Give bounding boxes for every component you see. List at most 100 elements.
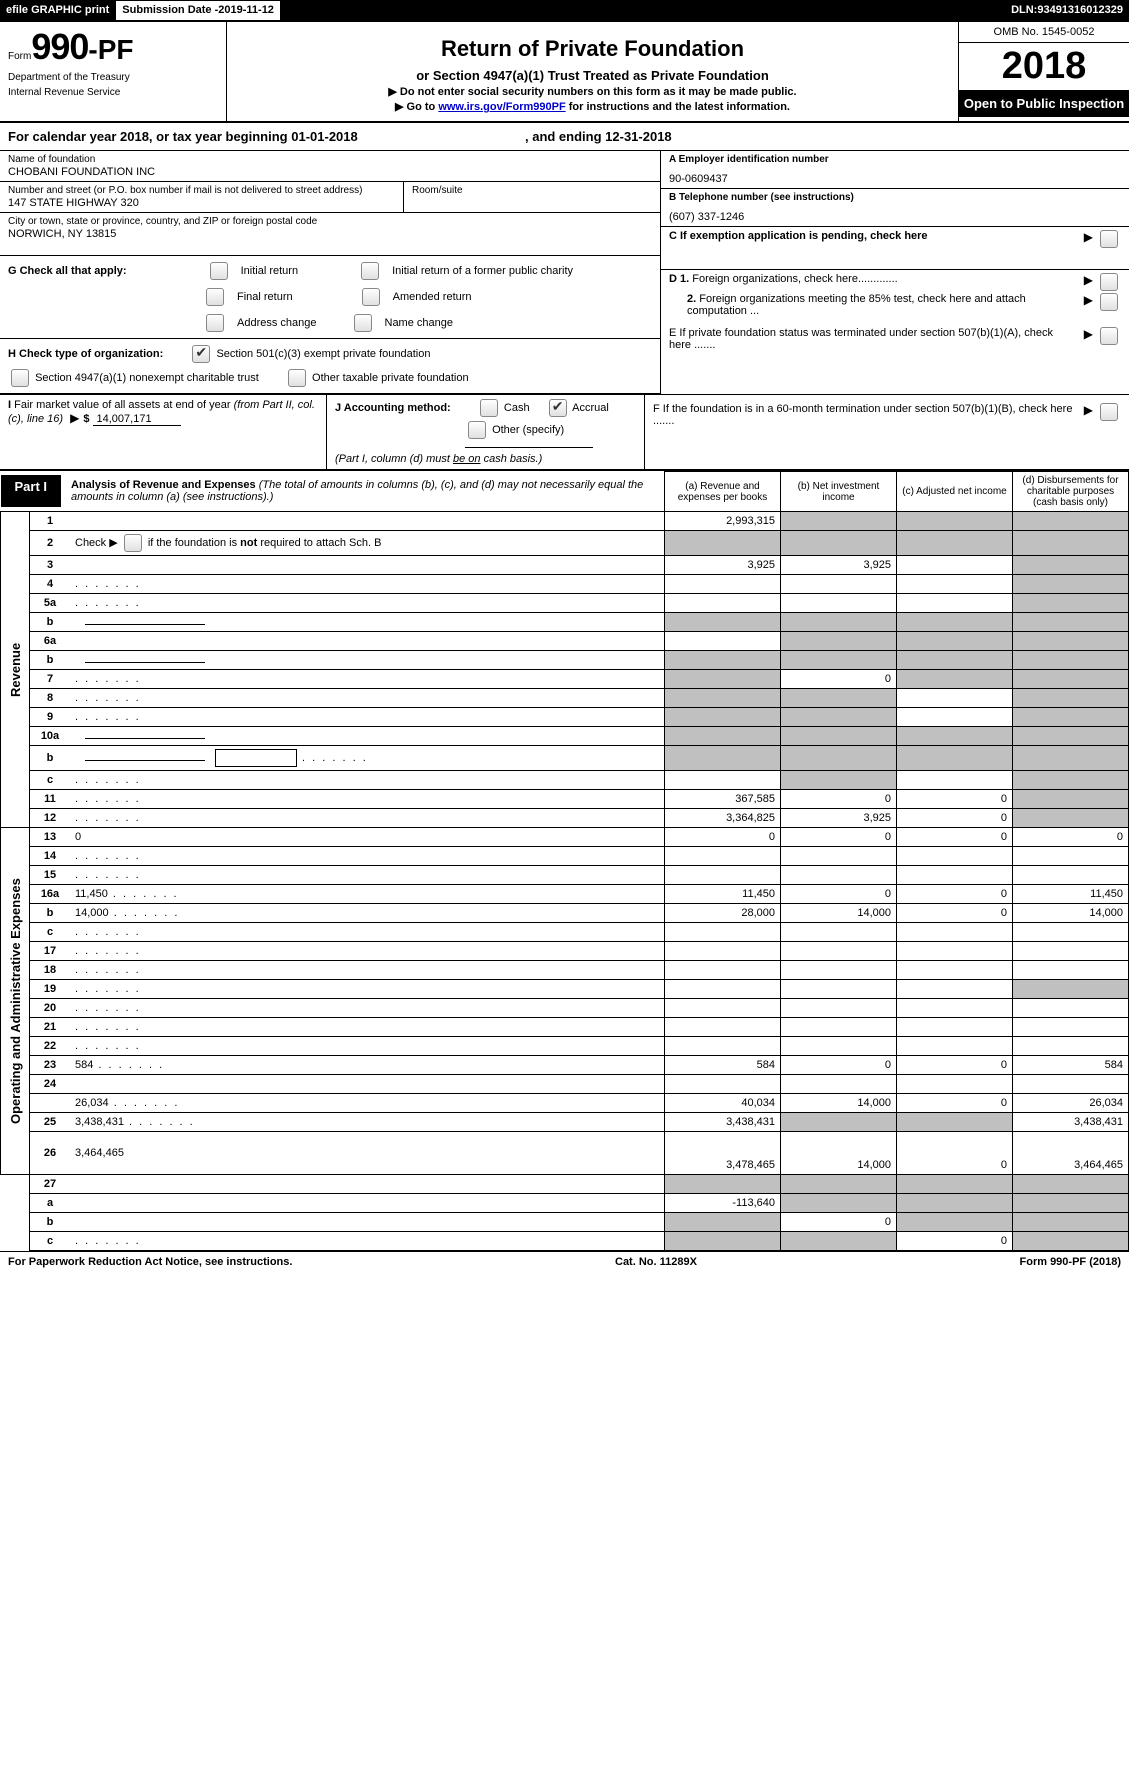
tel-cell: B Telephone number (see instructions) (6… bbox=[661, 189, 1129, 227]
value-cell bbox=[897, 1037, 1013, 1056]
value-cell bbox=[1013, 594, 1129, 613]
c-cell: C If exemption application is pending, c… bbox=[661, 227, 1129, 270]
value-cell bbox=[781, 961, 897, 980]
line-number: 15 bbox=[30, 866, 71, 885]
value-cell bbox=[897, 613, 1013, 632]
part1-title: Analysis of Revenue and Expenses (The to… bbox=[61, 475, 664, 507]
c-checkbox[interactable] bbox=[1100, 230, 1118, 248]
f-checkbox[interactable] bbox=[1100, 403, 1118, 421]
value-cell: 0 bbox=[897, 1056, 1013, 1075]
other-checkbox[interactable] bbox=[468, 421, 486, 439]
value-cell bbox=[665, 594, 781, 613]
h-opt1: Section 501(c)(3) exempt private foundat… bbox=[216, 348, 430, 360]
value-cell bbox=[1013, 1175, 1129, 1194]
e-checkbox[interactable] bbox=[1100, 327, 1118, 345]
value-cell: 0 bbox=[897, 1132, 1013, 1175]
value-cell bbox=[897, 1075, 1013, 1094]
j-label: J Accounting method: bbox=[335, 402, 451, 414]
initial-return-checkbox[interactable] bbox=[210, 262, 228, 280]
line-number: b bbox=[30, 651, 71, 670]
line-number: 14 bbox=[30, 847, 71, 866]
name-label: Name of foundation bbox=[8, 154, 652, 165]
other-specify bbox=[465, 447, 593, 448]
table-row: c 0 bbox=[1, 1232, 1129, 1251]
line-description bbox=[70, 923, 665, 942]
amended-checkbox[interactable] bbox=[362, 288, 380, 306]
value-cell bbox=[781, 632, 897, 651]
line-description: 3,438,431 bbox=[70, 1113, 665, 1132]
4947-checkbox[interactable] bbox=[11, 369, 29, 387]
value-cell bbox=[665, 1037, 781, 1056]
value-cell bbox=[1013, 1213, 1129, 1232]
irs-link[interactable]: www.irs.gov/Form990PF bbox=[438, 101, 565, 113]
address-change-checkbox[interactable] bbox=[206, 314, 224, 332]
value-cell bbox=[897, 1213, 1013, 1232]
table-row: b bbox=[1, 746, 1129, 771]
final-return-checkbox[interactable] bbox=[206, 288, 224, 306]
city-label: City or town, state or province, country… bbox=[8, 216, 652, 227]
line-description bbox=[70, 1175, 665, 1194]
value-cell bbox=[897, 942, 1013, 961]
table-row: 24 bbox=[1, 1075, 1129, 1094]
initial-former-checkbox[interactable] bbox=[361, 262, 379, 280]
value-cell bbox=[897, 689, 1013, 708]
value-cell bbox=[1013, 1075, 1129, 1094]
footer-left: For Paperwork Reduction Act Notice, see … bbox=[8, 1256, 292, 1268]
col-a-header: (a) Revenue and expenses per books bbox=[665, 472, 781, 512]
value-cell: 14,000 bbox=[781, 904, 897, 923]
value-cell bbox=[781, 594, 897, 613]
value-cell bbox=[897, 1113, 1013, 1132]
cash-checkbox[interactable] bbox=[480, 399, 498, 417]
d1-checkbox[interactable] bbox=[1100, 273, 1118, 291]
value-cell: 0 bbox=[897, 885, 1013, 904]
table-row: 9 bbox=[1, 708, 1129, 727]
value-cell: 3,478,465 bbox=[665, 1132, 781, 1175]
line-number: 4 bbox=[30, 575, 71, 594]
calendar-year-row: For calendar year 2018, or tax year begi… bbox=[0, 123, 1129, 151]
501c3-checkbox[interactable] bbox=[192, 345, 210, 363]
value-cell bbox=[897, 708, 1013, 727]
value-cell bbox=[781, 942, 897, 961]
value-cell: 0 bbox=[897, 1094, 1013, 1113]
form-note2: ▶ Go to www.irs.gov/Form990PF for instru… bbox=[235, 100, 950, 113]
table-row: b bbox=[1, 613, 1129, 632]
table-row: 11 367,58500 bbox=[1, 790, 1129, 809]
value-cell bbox=[781, 531, 897, 556]
value-cell: 3,438,431 bbox=[1013, 1113, 1129, 1132]
accrual-checkbox[interactable] bbox=[549, 399, 567, 417]
value-cell: 0 bbox=[897, 828, 1013, 847]
value-cell bbox=[665, 961, 781, 980]
name-change-checkbox[interactable] bbox=[354, 314, 372, 332]
value-cell bbox=[1013, 708, 1129, 727]
line-description bbox=[70, 727, 665, 746]
open-public: Open to Public Inspection bbox=[959, 90, 1129, 117]
submission-date-value: 2019-11-12 bbox=[218, 4, 274, 16]
line-description bbox=[70, 594, 665, 613]
address: 147 STATE HIGHWAY 320 bbox=[8, 197, 395, 209]
sch-b-checkbox[interactable] bbox=[124, 534, 142, 552]
f-cell: F If the foundation is in a 60-month ter… bbox=[644, 395, 1129, 469]
value-cell bbox=[1013, 923, 1129, 942]
line-description bbox=[70, 1194, 665, 1213]
top-spacer bbox=[281, 0, 1005, 20]
table-row: 15 bbox=[1, 866, 1129, 885]
value-cell bbox=[1013, 613, 1129, 632]
footer-mid: Cat. No. 11289X bbox=[615, 1256, 697, 1268]
d2-checkbox[interactable] bbox=[1100, 293, 1118, 311]
value-cell bbox=[665, 689, 781, 708]
value-cell bbox=[1013, 556, 1129, 575]
line-description: Check ▶ if the foundation is not require… bbox=[70, 531, 665, 556]
value-cell bbox=[897, 746, 1013, 771]
line-number: a bbox=[30, 1194, 71, 1213]
value-cell bbox=[781, 847, 897, 866]
table-row: 21 bbox=[1, 1018, 1129, 1037]
value-cell: 3,925 bbox=[665, 556, 781, 575]
other-taxable-checkbox[interactable] bbox=[288, 369, 306, 387]
table-row: 5a bbox=[1, 594, 1129, 613]
line-number: 18 bbox=[30, 961, 71, 980]
line-number: 25 bbox=[30, 1113, 71, 1132]
table-row: 12 3,364,8253,9250 bbox=[1, 809, 1129, 828]
value-cell bbox=[1013, 771, 1129, 790]
value-cell bbox=[781, 746, 897, 771]
part1-title-text: Analysis of Revenue and Expenses bbox=[71, 479, 256, 491]
